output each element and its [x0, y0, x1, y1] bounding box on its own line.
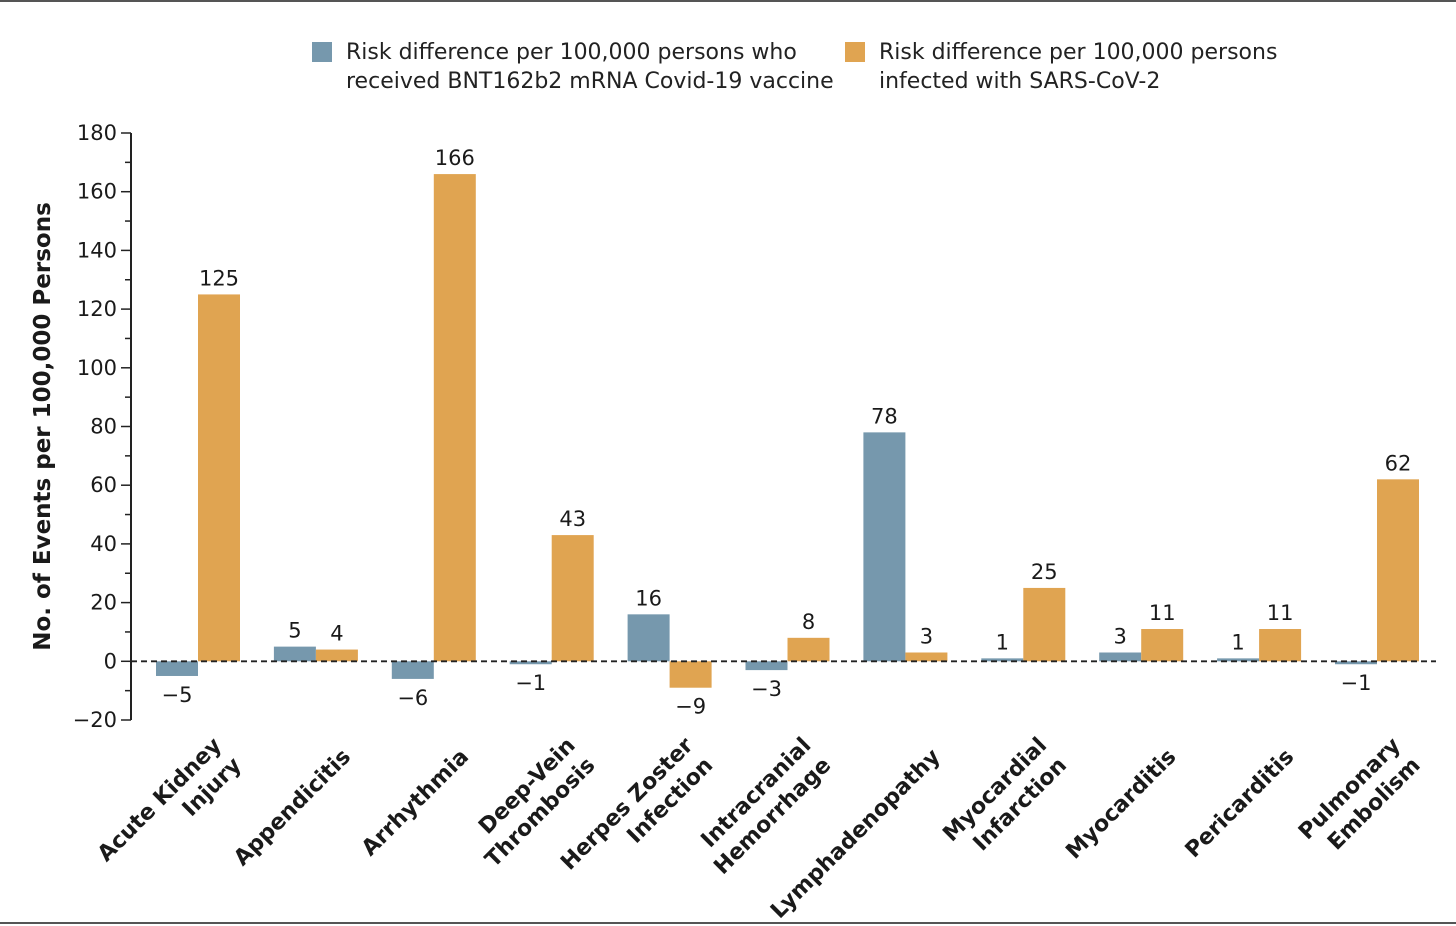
bar-infection [198, 294, 240, 662]
value-label-vaccine: −1 [515, 671, 546, 695]
bar-vaccine [981, 658, 1024, 662]
value-label-infection: 4 [330, 622, 343, 646]
value-label-infection: 125 [199, 266, 239, 290]
legend-swatch-vaccine [312, 42, 332, 62]
y-tick-label: 160 [77, 180, 117, 204]
top-rule [0, 0, 1456, 2]
bar-vaccine [1335, 661, 1377, 665]
bar-vaccine [156, 661, 198, 676]
value-label-infection: −9 [675, 695, 706, 719]
value-label-infection: 25 [1031, 560, 1058, 584]
bar-infection [1023, 587, 1066, 662]
y-axis-title: No. of Events per 100,000 Persons [30, 202, 56, 651]
category-label: MyocardialInfarction [938, 733, 1071, 866]
bar-infection [551, 535, 594, 662]
category-label: Acute KidneyInjury [93, 733, 247, 887]
value-label-vaccine: 1 [1231, 630, 1244, 654]
value-label-vaccine: 3 [1114, 624, 1127, 648]
legend-item-infection: Risk difference per 100,000 persons infe… [845, 38, 1277, 96]
y-tick-label: −20 [73, 708, 117, 732]
value-label-vaccine: −6 [397, 686, 428, 710]
bar-vaccine [509, 661, 552, 665]
y-tick-label: 0 [104, 649, 117, 673]
value-label-infection: 8 [802, 610, 815, 634]
value-label-vaccine: 5 [288, 619, 301, 643]
bar-infection [1259, 629, 1302, 662]
value-label-infection: 11 [1149, 601, 1176, 625]
y-tick-label: 120 [77, 297, 117, 321]
value-label-vaccine: 1 [996, 630, 1009, 654]
value-label-vaccine: −5 [162, 683, 193, 707]
category-label: Pericarditis [1181, 744, 1300, 863]
y-tick-label: 20 [90, 591, 117, 615]
value-label-vaccine: −3 [751, 677, 782, 701]
bar-infection [905, 652, 948, 662]
legend-swatch-infection [845, 42, 865, 62]
bar-vaccine [1099, 652, 1142, 662]
category-label: Myocarditis [1061, 744, 1181, 864]
bar-infection [669, 661, 712, 688]
value-label-infection: 62 [1385, 451, 1412, 475]
bar-infection [1141, 629, 1184, 662]
legend-item-vaccine: Risk difference per 100,000 persons who … [312, 38, 834, 96]
category-label: PulmonaryEmbolism [1294, 733, 1426, 865]
bar-vaccine [627, 614, 670, 662]
bar-vaccine [273, 646, 316, 662]
bar-vaccine [391, 661, 434, 679]
category-label: Arrhythmia [357, 744, 474, 861]
bar-infection [1377, 479, 1419, 662]
bar-vaccine [745, 661, 788, 671]
category-label: Appendicitis [229, 744, 356, 871]
value-label-infection: 3 [920, 624, 933, 648]
bar-infection [315, 649, 358, 662]
value-label-infection: 11 [1267, 601, 1294, 625]
y-tick-label: 180 [77, 121, 117, 145]
bar-infection [787, 637, 830, 662]
value-label-vaccine: 16 [635, 586, 662, 610]
bottom-rule [0, 922, 1456, 924]
value-label-infection: 166 [435, 146, 475, 170]
bar-infection [433, 174, 476, 662]
y-tick-label: 60 [90, 473, 117, 497]
bar-vaccine [863, 432, 906, 662]
legend-label-vaccine: Risk difference per 100,000 persons who … [346, 40, 834, 94]
legend-label-infection: Risk difference per 100,000 persons infe… [879, 40, 1278, 94]
value-label-vaccine: −1 [1341, 671, 1372, 695]
bar-vaccine [1217, 658, 1260, 662]
value-label-vaccine: 78 [871, 404, 898, 428]
y-tick-label: 100 [77, 356, 117, 380]
y-tick-label: 80 [90, 415, 117, 439]
value-label-infection: 43 [559, 507, 586, 531]
y-tick-label: 40 [90, 532, 117, 556]
y-tick-label: 140 [77, 238, 117, 262]
